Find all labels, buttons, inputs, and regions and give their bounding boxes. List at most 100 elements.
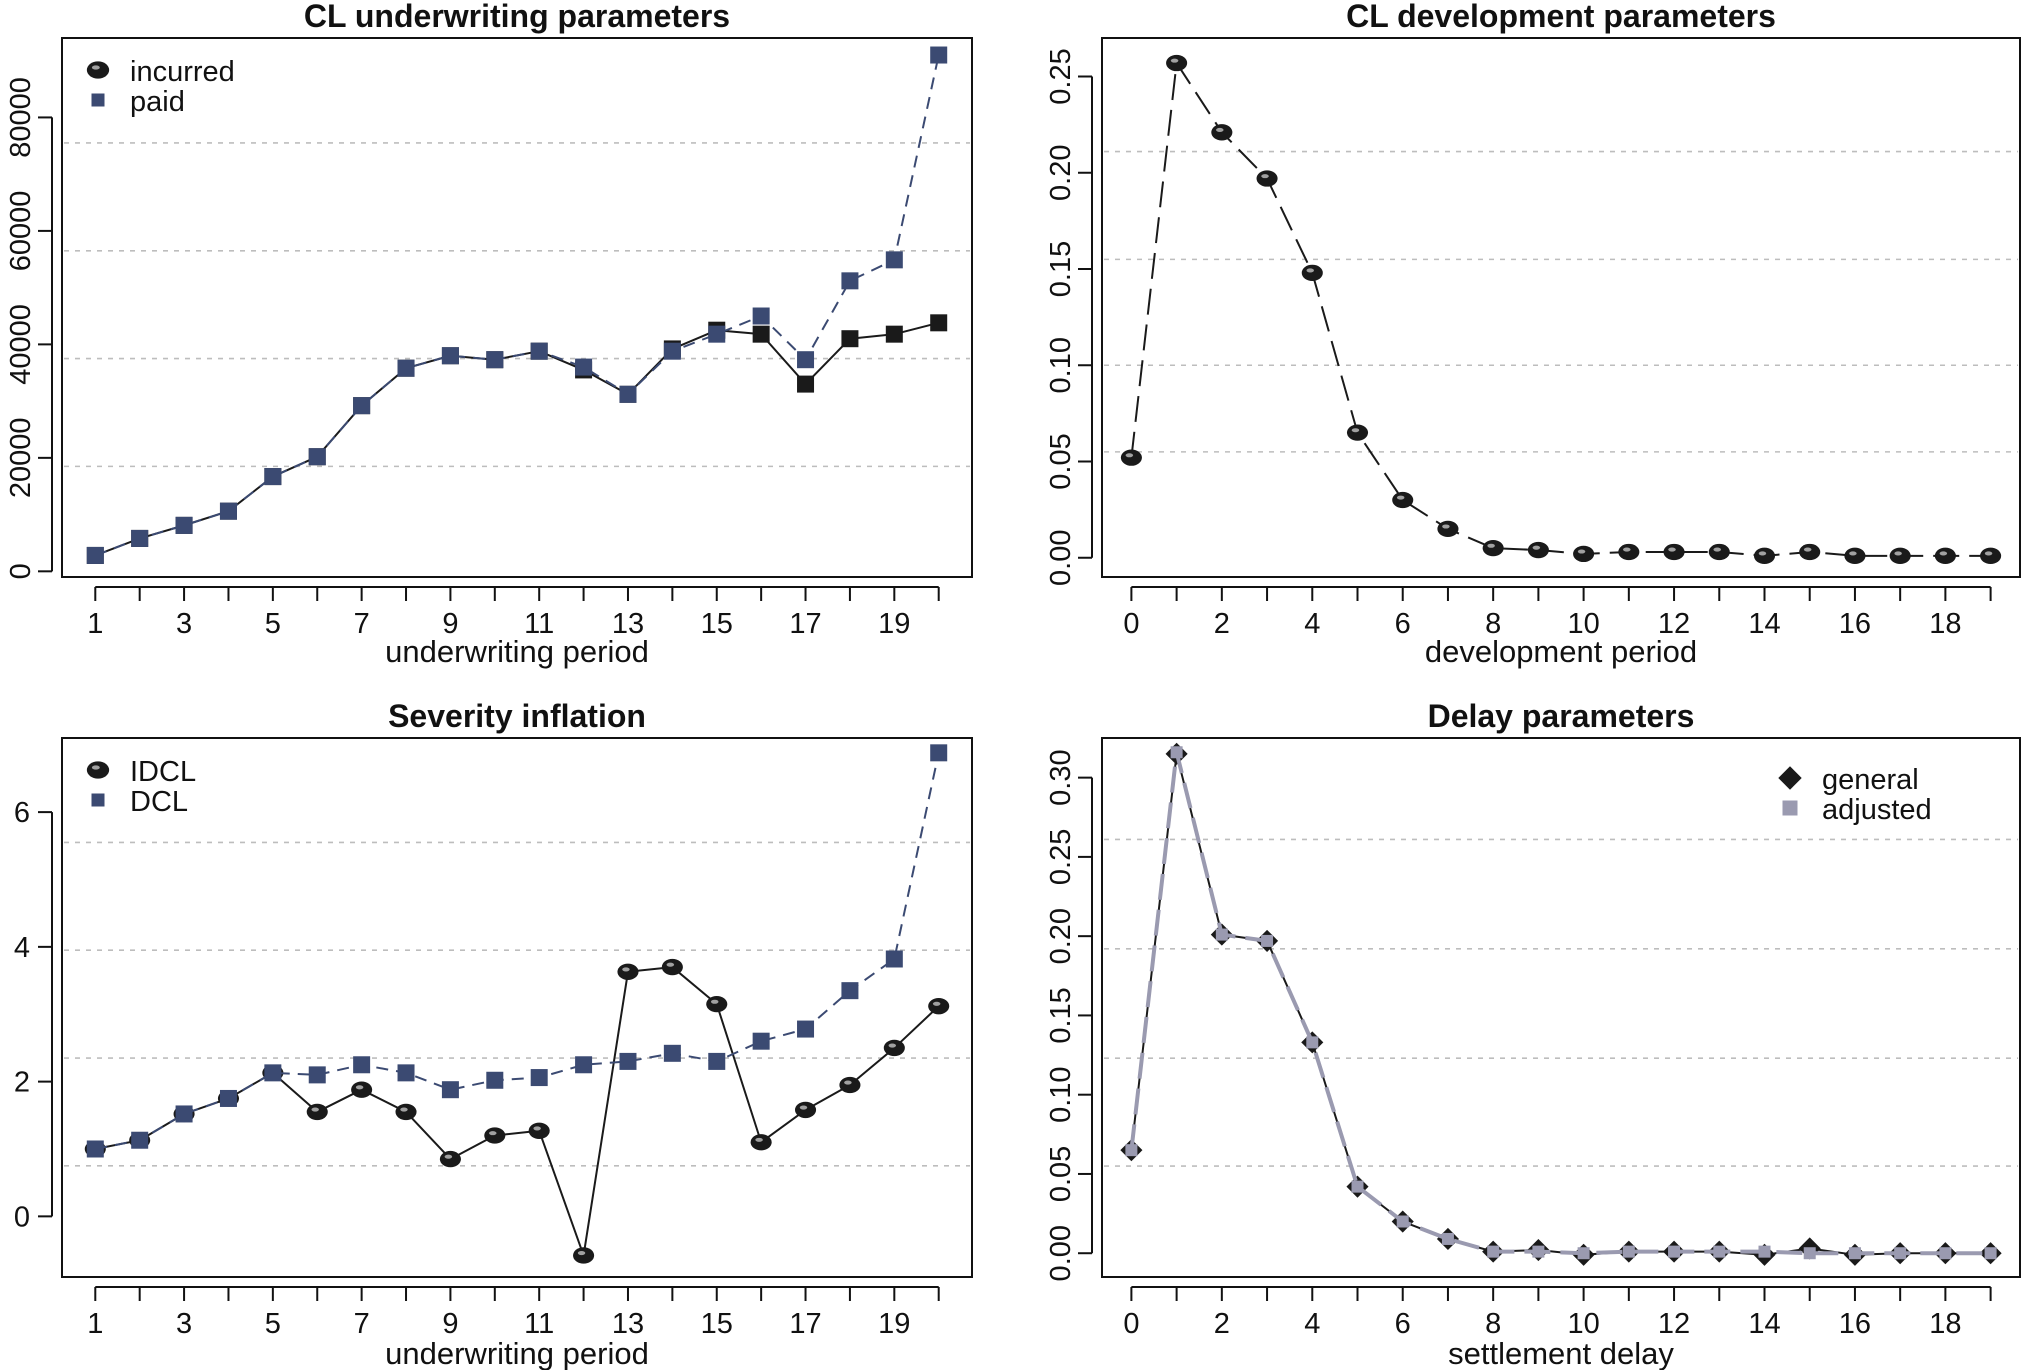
y-tick-label: 0.05 (1045, 1146, 1077, 1202)
x-tick-label: 1 (87, 608, 103, 640)
x-tick-label: 12 (1658, 1308, 1690, 1340)
y-tick-label: 80000 (5, 77, 37, 158)
legend-marker (1782, 800, 1798, 816)
x-tick-label: 16 (1839, 608, 1871, 640)
legend-entry: DCL (130, 786, 188, 818)
x-tick-label: 0 (1123, 1308, 1139, 1340)
data-point (484, 1127, 506, 1144)
data-point (617, 963, 639, 980)
data-point (930, 46, 948, 64)
data-point (930, 744, 948, 762)
x-tick-label: 7 (354, 608, 370, 640)
data-point (1215, 928, 1228, 941)
data-point (1532, 1245, 1545, 1258)
data-point (1392, 491, 1414, 509)
x-tick-label: 19 (878, 1308, 910, 1340)
y-tick-label: 0.10 (1045, 1066, 1077, 1122)
data-point (1708, 543, 1730, 561)
x-tick-label: 11 (524, 608, 554, 640)
y-tick-label: 0.25 (1045, 48, 1077, 104)
plot-frame (1101, 37, 2021, 578)
data-point (708, 1052, 726, 1070)
data-point (528, 1122, 550, 1139)
data-point (708, 325, 726, 343)
x-tick-label: 18 (1929, 608, 1961, 640)
data-point (1120, 449, 1142, 466)
data-point (794, 1101, 817, 1119)
data-point (1713, 1245, 1726, 1258)
y-tick-label: 0.05 (1045, 433, 1077, 489)
data-point (619, 385, 637, 403)
data-point (1622, 1245, 1635, 1258)
data-point (1256, 170, 1278, 187)
data-point (1487, 1245, 1500, 1258)
data-point (397, 359, 415, 377)
data-point (1346, 424, 1369, 441)
data-point (797, 351, 815, 369)
legend-marker (91, 793, 105, 807)
y-tick-label: 0.10 (1045, 337, 1077, 393)
data-point (841, 330, 859, 348)
x-tick-label: 9 (442, 608, 458, 640)
data-point (1437, 520, 1459, 538)
y-tick-label: 60000 (5, 191, 37, 272)
data-point (885, 325, 903, 343)
x-axis-label: settlement delay (1448, 1336, 1674, 1370)
legend-marker (86, 61, 110, 79)
x-tick-label: 4 (1304, 1308, 1320, 1340)
data-point (575, 358, 593, 376)
series-line (95, 752, 940, 1150)
data-point (308, 448, 326, 466)
data-point (797, 1020, 815, 1038)
chart-title: CL underwriting parameters (304, 0, 730, 34)
x-tick-label: 5 (265, 1308, 281, 1340)
data-point (1758, 1245, 1771, 1258)
x-tick-label: 7 (354, 1308, 370, 1340)
x-axis-label: underwriting period (385, 634, 649, 669)
data-point (441, 1081, 459, 1099)
data-point (1396, 1215, 1409, 1228)
data-point (1668, 1245, 1681, 1258)
series-line (1129, 750, 1991, 1256)
data-point (1170, 746, 1183, 759)
data-point (353, 1056, 371, 1074)
x-tick-label: 14 (1748, 608, 1780, 640)
data-point (1799, 543, 1821, 561)
legend-marker (1778, 766, 1802, 790)
data-point (885, 251, 903, 269)
data-point (486, 351, 504, 369)
data-point (663, 1044, 681, 1062)
chart-p2: CL development parameters development per… (1045, 0, 2021, 669)
data-point (1980, 547, 2002, 564)
data-point (1894, 1247, 1907, 1260)
y-tick-label: 0 (14, 1201, 30, 1233)
data-point (752, 325, 770, 343)
data-point (663, 342, 681, 360)
y-tick-label: 0.20 (1045, 145, 1077, 201)
data-point (486, 1071, 504, 1089)
data-point (1803, 1247, 1816, 1260)
data-point (661, 958, 683, 976)
data-point (397, 1064, 415, 1082)
chart-title: Delay parameters (1428, 698, 1695, 734)
data-point (883, 1039, 905, 1057)
x-tick-label: 6 (1395, 608, 1411, 640)
data-point (1527, 541, 1549, 559)
x-tick-label: 5 (265, 608, 281, 640)
x-tick-label: 1 (87, 1308, 103, 1340)
data-point (930, 314, 948, 332)
x-tick-label: 2 (1214, 608, 1230, 640)
data-point (1939, 1247, 1952, 1260)
data-point (1351, 1180, 1364, 1193)
x-tick-label: 3 (176, 1308, 192, 1340)
data-point (1306, 1036, 1319, 1049)
data-point (1577, 1247, 1590, 1260)
x-tick-label: 8 (1485, 1308, 1501, 1340)
plot-frame (61, 37, 973, 578)
x-tick-label: 18 (1929, 1308, 1961, 1340)
chart-title: CL development parameters (1346, 0, 1776, 34)
y-tick-label: 0 (5, 563, 37, 579)
x-tick-label: 6 (1395, 1308, 1411, 1340)
